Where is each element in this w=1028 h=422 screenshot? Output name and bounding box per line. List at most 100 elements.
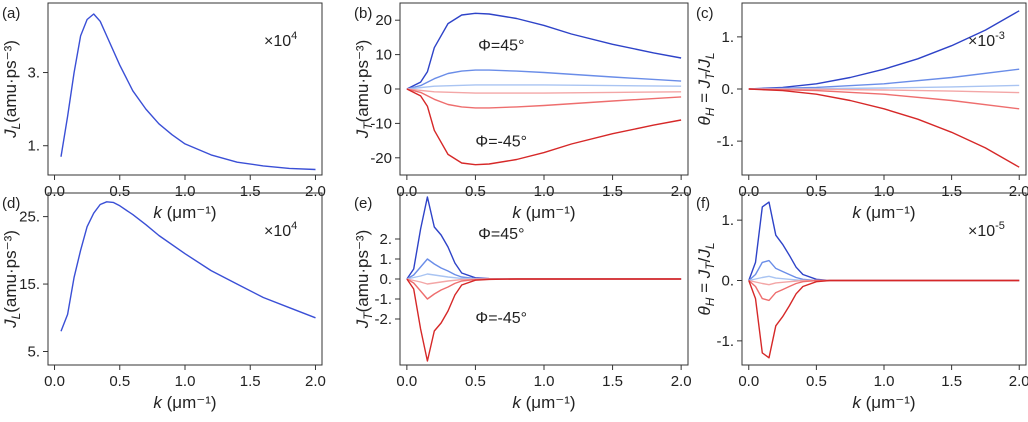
series-line-1 bbox=[748, 10, 1020, 90]
series-line-2 bbox=[406, 258, 682, 280]
x-tick-label: 1.5 bbox=[240, 373, 261, 390]
annotation-label: Φ=45° bbox=[478, 226, 524, 243]
series-line-5 bbox=[406, 88, 682, 109]
x-axis-label: k (μm⁻¹) bbox=[153, 203, 216, 222]
y-axis-label: JL(amu·ps⁻³) bbox=[1, 230, 23, 329]
x-tick-label: 1.5 bbox=[602, 183, 623, 200]
plot-frame bbox=[47, 2, 323, 176]
x-tick-label: 2.0 bbox=[305, 183, 326, 200]
x-tick-label: 0.0 bbox=[738, 183, 759, 200]
y-tick-label: 1. bbox=[27, 138, 40, 155]
x-tick-label: 2.0 bbox=[671, 183, 692, 200]
x-tick-label: 2.0 bbox=[671, 373, 692, 390]
x-tick-label: 0.5 bbox=[465, 373, 486, 390]
x-tick-label: 2.0 bbox=[1009, 183, 1028, 200]
y-tick-label: 5. bbox=[27, 344, 40, 361]
panel-label: (a) bbox=[2, 5, 20, 22]
panel-label: (f) bbox=[696, 195, 710, 212]
panel-label: (d) bbox=[2, 195, 20, 212]
x-axis-label: k (μm⁻¹) bbox=[852, 203, 915, 222]
y-tick-label: -2. bbox=[374, 311, 392, 328]
x-tick-label: 1.5 bbox=[602, 373, 623, 390]
x-tick-label: 1.5 bbox=[941, 183, 962, 200]
x-axis-label: k (μm⁻¹) bbox=[852, 393, 915, 412]
x-axis-label: k (μm⁻¹) bbox=[512, 393, 575, 412]
panel-e: 0.0 0.5 1.0 1.5 2.0 -2. -1. 0. 1. 2. (e) Φ=45° Φ=-45… bbox=[353, 192, 692, 412]
series-line-4 bbox=[406, 278, 682, 285]
x-tick-label: 0.0 bbox=[44, 373, 65, 390]
y-tick-label: 0 bbox=[384, 81, 392, 98]
x-tick-label: 1.0 bbox=[175, 183, 196, 200]
panel-d: 0.0 0.5 1.0 1.5 2.0 5. 15. 25.(d) ×104 k (μm⁻¹) JL… bbox=[1, 192, 326, 412]
series-line-1 bbox=[60, 13, 316, 171]
y-tick-label: 0. bbox=[721, 273, 734, 290]
x-tick-label: 0.5 bbox=[806, 373, 827, 390]
x-axis-label: k (μm⁻¹) bbox=[512, 203, 575, 222]
x-tick-label: 1.0 bbox=[874, 183, 895, 200]
series-line-4 bbox=[748, 279, 1020, 286]
series-line-3 bbox=[406, 273, 682, 280]
y-axis-label: JT(amu·ps⁻³) bbox=[353, 230, 375, 330]
plot-frame bbox=[399, 2, 689, 176]
series-line-1 bbox=[60, 201, 316, 332]
y-tick-label: 25. bbox=[19, 209, 40, 226]
y-tick-label: 0. bbox=[379, 271, 392, 288]
y-tick-label: 1. bbox=[379, 251, 392, 268]
series-line-4 bbox=[748, 88, 1020, 94]
y-tick-label: 1. bbox=[721, 212, 734, 229]
series-line-2 bbox=[406, 69, 682, 90]
series-line-2 bbox=[748, 259, 1020, 282]
y-axis-label: θH = JT/JL bbox=[695, 242, 717, 315]
y-tick-label: 3. bbox=[27, 65, 40, 82]
y-tick-label: 0. bbox=[721, 81, 734, 98]
panel-a: 0.0 0.5 1.0 1.5 2.0 1. 3. (a) ×104 k (μm⁻¹) JL(amu… bbox=[1, 2, 326, 222]
x-tick-label: 1.5 bbox=[941, 373, 962, 390]
x-tick-label: 1.5 bbox=[240, 183, 261, 200]
y-tick-label: -1. bbox=[716, 133, 734, 150]
scale-multiplier: ×10-5 bbox=[968, 220, 1005, 240]
x-axis-label: k (μm⁻¹) bbox=[153, 393, 216, 412]
x-tick-label: 0.0 bbox=[44, 183, 65, 200]
y-tick-label: 2. bbox=[379, 231, 392, 248]
y-axis-label: JT(amu·ps⁻³) bbox=[353, 40, 375, 140]
series-line-3 bbox=[406, 84, 682, 90]
x-tick-label: 1.0 bbox=[534, 373, 555, 390]
x-tick-label: 0.5 bbox=[465, 183, 486, 200]
x-tick-label: 2.0 bbox=[1009, 373, 1028, 390]
series-line-2 bbox=[748, 68, 1020, 90]
x-tick-label: 0.5 bbox=[806, 183, 827, 200]
scale-multiplier: ×104 bbox=[264, 220, 297, 240]
x-tick-label: 1.0 bbox=[874, 373, 895, 390]
series-line-5 bbox=[748, 88, 1020, 110]
panel-label: (b) bbox=[354, 5, 372, 22]
x-tick-label: 0.0 bbox=[396, 373, 417, 390]
x-tick-label: 0.5 bbox=[109, 183, 130, 200]
scale-multiplier: ×104 bbox=[264, 30, 297, 50]
panel-f: 0.0 0.5 1.0 1.5 2.0 -1. 0. 1. (f) ×10-5 k (μm⁻¹) θH… bbox=[695, 192, 1028, 412]
y-tick-label: -20 bbox=[370, 150, 392, 167]
y-tick-label: -1. bbox=[716, 333, 734, 350]
y-tick-label: -10 bbox=[370, 115, 392, 132]
y-axis-label: JL(amu·ps⁻³) bbox=[1, 40, 23, 139]
annotation-label: Φ=-45° bbox=[475, 134, 527, 151]
annotation-label: Φ=45° bbox=[478, 37, 524, 54]
y-axis-label: θH = JT/JL bbox=[695, 52, 717, 125]
x-tick-label: 1.0 bbox=[534, 183, 555, 200]
x-tick-label: 0.0 bbox=[396, 183, 417, 200]
panel-b: 0.0 0.5 1.0 1.5 2.0 -20 -10 0 10 20(b) Φ=45° Φ=-45°… bbox=[353, 2, 692, 222]
y-tick-label: 15. bbox=[19, 276, 40, 293]
x-tick-label: 2.0 bbox=[305, 373, 326, 390]
panel-label: (e) bbox=[354, 195, 372, 212]
panel-c: 0.0 0.5 1.0 1.5 2.0 -1. 0. 1. (c) ×10-3 k (μm⁻¹) θH… bbox=[695, 2, 1028, 222]
series-line-6 bbox=[406, 88, 682, 166]
y-tick-label: 20 bbox=[375, 12, 392, 29]
series-line-6 bbox=[406, 278, 682, 362]
y-tick-label: -1. bbox=[374, 291, 392, 308]
panel-label: (c) bbox=[696, 5, 714, 22]
series-line-6 bbox=[748, 279, 1020, 359]
y-tick-label: 10 bbox=[375, 47, 392, 64]
scale-multiplier: ×10-3 bbox=[968, 30, 1005, 50]
y-tick-label: 1. bbox=[721, 29, 734, 46]
x-tick-label: 0.0 bbox=[738, 373, 759, 390]
